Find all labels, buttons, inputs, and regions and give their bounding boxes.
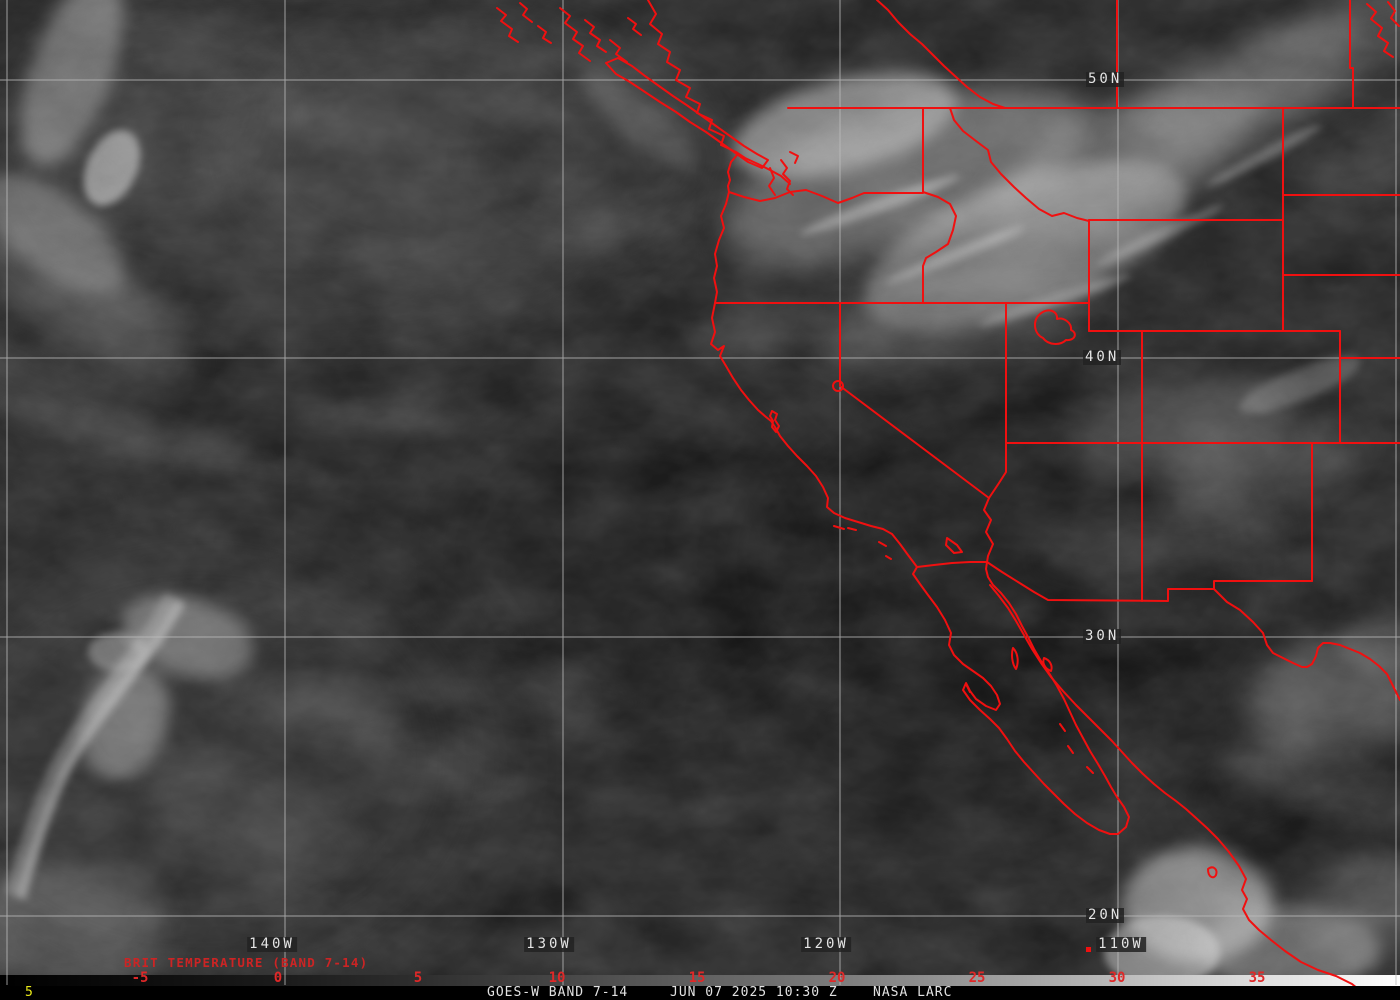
border-tx-nm-32n [1213, 580, 1313, 590]
border-rio-grande [1213, 588, 1400, 701]
colorbar-tick: 20 [828, 970, 846, 986]
lon-label-120w: 120W [801, 936, 851, 952]
colorbar-tick: 10 [548, 970, 566, 986]
lon-label-110w: 110W [1096, 936, 1146, 952]
lat-label-20n: 20N [1086, 907, 1125, 923]
lat-label-40n: 40N [1083, 349, 1122, 365]
coastline-baja-california [912, 561, 1130, 835]
manitoba-lakes [1366, 1, 1400, 58]
coastline-bc-mainland [647, 0, 791, 185]
colorbar-tick: 25 [968, 970, 986, 986]
border-id-mt [949, 107, 1090, 222]
colorbar-tick: 5 [413, 970, 423, 986]
status-bar: 5 GOES-W BAND 7-14 JUN 07 2025 10:30 Z N… [0, 986, 1400, 1000]
colorbar-tick: 15 [688, 970, 706, 986]
island-marker-dot [1086, 947, 1091, 952]
status-product: GOES-W BAND 7-14 [487, 985, 629, 1000]
border-saskatchewan-manitoba [1349, 0, 1354, 109]
islas-marias [1207, 866, 1218, 879]
coastline-vancouver-island [605, 57, 769, 169]
salton-sea [945, 537, 963, 554]
temperature-colorbar [0, 975, 1400, 986]
coastline-west-us [710, 154, 918, 568]
border-ca-az-colorado-river [983, 497, 994, 563]
frame-number: 5 [25, 985, 34, 1000]
san-francisco-bay [769, 410, 780, 433]
great-salt-lake [1034, 309, 1076, 345]
coastline-haida-gwaii [496, 7, 519, 43]
colorbar-tick: 30 [1108, 970, 1126, 986]
geo-boundary-overlay [496, 0, 1400, 992]
lake-tahoe [832, 380, 844, 392]
lon-label-130w: 130W [524, 936, 574, 952]
colorbar-tick: -5 [131, 970, 149, 986]
isla-angel-de-la-guarda [1011, 647, 1019, 670]
border-nv-az [988, 442, 1007, 499]
lon-label-140w: 140W [247, 936, 297, 952]
lat-label-30n: 30N [1083, 628, 1122, 644]
border-or-id-snake-river [922, 191, 957, 304]
colorbar-tick: 35 [1248, 970, 1266, 986]
channel-islands [833, 525, 892, 560]
lat-label-50n: 50N [1086, 71, 1125, 87]
border-wa-or-columbia-river [728, 189, 924, 204]
border-us-mexico [916, 561, 1215, 602]
border-bc-alberta [876, 0, 1006, 109]
status-timestamp: JUN 07 2025 10:30 Z [670, 985, 838, 1000]
status-source: NASA LARC [873, 985, 953, 1000]
colorbar-tick: 0 [273, 970, 283, 986]
coastline-mexico-mainland [989, 584, 1363, 992]
border-ca-nv [839, 302, 990, 499]
isla-tiburon [1042, 657, 1053, 672]
product-title: BRIT TEMPERATURE (BAND 7-14) [124, 955, 369, 970]
